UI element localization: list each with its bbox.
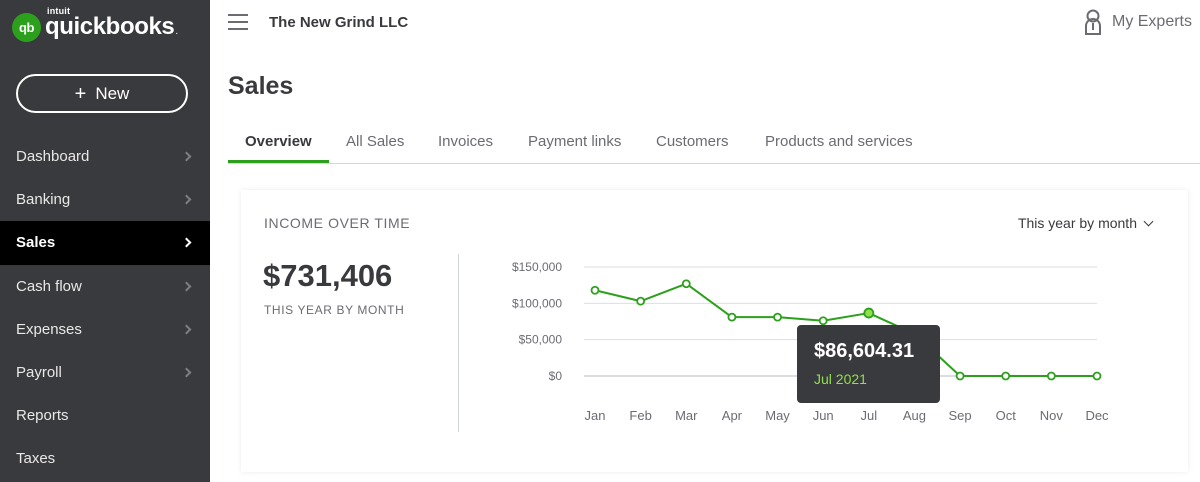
chevron-right-icon — [181, 324, 192, 335]
income-series-line — [594, 282, 1097, 377]
logo-wordmark: intuit quickbooks. — [45, 6, 179, 41]
card-divider — [458, 254, 459, 432]
sidebar-item-banking[interactable]: Banking — [0, 178, 210, 221]
y-tick-label: $150,000 — [512, 260, 562, 274]
chart-tooltip: $86,604.31 Jul 2021 — [797, 325, 940, 403]
x-tick-label: Dec — [1085, 408, 1109, 423]
income-total-caption: THIS YEAR BY MONTH — [264, 303, 405, 317]
sidebar-item-label: Expenses — [16, 320, 82, 338]
chevron-right-icon — [181, 194, 192, 205]
sidebar: qb intuit quickbooks. + New Dashboard Ban… — [0, 0, 210, 482]
sidebar-item-label: Reports — [16, 407, 69, 425]
logo-dot: . — [175, 26, 179, 37]
x-tick-label: Oct — [996, 408, 1017, 423]
data-point — [1046, 371, 1056, 381]
x-tick-label: Aug — [903, 408, 926, 423]
tab-invoices[interactable]: Invoices — [438, 133, 494, 150]
x-tick-label: May — [765, 408, 790, 423]
hamburger-menu-icon[interactable] — [228, 14, 248, 30]
active-tab-indicator — [228, 160, 329, 163]
sidebar-item-label: Cash flow — [16, 277, 82, 295]
range-dropdown-label: This year by month — [1017, 215, 1137, 231]
my-experts-label: My Experts — [1111, 13, 1192, 30]
data-point — [818, 316, 828, 326]
new-button-label: New — [95, 83, 130, 103]
sidebar-item-taxes[interactable]: Taxes — [0, 437, 210, 480]
chevron-right-icon — [181, 151, 192, 162]
my-experts-button[interactable]: My Experts — [1084, 9, 1192, 35]
sidebar-item-label: Dashboard — [16, 148, 90, 166]
sidebar-item-expenses[interactable]: Expenses — [0, 308, 210, 351]
chevron-right-icon — [181, 281, 192, 292]
data-point — [636, 296, 646, 306]
tab-all-sales[interactable]: All Sales — [346, 133, 405, 150]
sidebar-item-payroll[interactable]: Payroll — [0, 351, 210, 394]
x-tick-label: Feb — [629, 408, 651, 423]
new-button[interactable]: + New — [16, 74, 188, 113]
income-total: $731,406 — [263, 258, 393, 293]
tab-products-and-services[interactable]: Products and services — [765, 133, 913, 150]
data-point — [955, 371, 965, 381]
quickbooks-logo[interactable]: qb intuit quickbooks. — [12, 6, 179, 44]
highlighted-data-point — [863, 307, 875, 319]
x-tick-label: Jan — [585, 408, 606, 423]
chevron-right-icon — [181, 238, 192, 248]
data-point — [1092, 371, 1102, 381]
data-point — [727, 312, 737, 322]
plus-icon: + — [74, 82, 87, 105]
card-title: INCOME OVER TIME — [264, 215, 411, 231]
x-tick-label: Jun — [813, 408, 834, 423]
data-point — [1001, 371, 1011, 381]
data-point — [590, 285, 600, 295]
qb-logo-icon: qb — [12, 12, 41, 42]
sidebar-item-label: Sales — [16, 234, 56, 252]
x-tick-label: Apr — [722, 408, 743, 423]
y-tick-label: $0 — [549, 369, 563, 383]
income-line-chart: $150,000 $100,000 $50,000 $0 Jan Feb Mar Apr May… — [512, 260, 1109, 423]
sidebar-item-cash-flow[interactable]: Cash flow — [0, 265, 210, 308]
logo-intuit-text: intuit — [47, 6, 71, 16]
company-name: The New Grind LLC — [269, 14, 409, 31]
tooltip-date: Jul 2021 — [814, 371, 867, 387]
logo-quickbooks-text: quickbooks — [45, 13, 175, 40]
sidebar-item-label: Taxes — [16, 450, 56, 468]
range-dropdown[interactable]: This year by month — [1017, 215, 1154, 231]
sidebar-item-label: Payroll — [16, 364, 62, 382]
tab-payment-links[interactable]: Payment links — [528, 133, 622, 150]
y-tick-label: $100,000 — [512, 296, 562, 310]
sidebar-item-reports[interactable]: Reports — [0, 394, 210, 437]
tab-customers[interactable]: Customers — [656, 133, 729, 150]
x-tick-label: Nov — [1040, 408, 1064, 423]
chevron-right-icon — [181, 367, 192, 378]
income-over-time-card: INCOME OVER TIME This year by month $731… — [241, 190, 1188, 472]
sales-tabs: Overview All Sales Invoices Payment links Cu… — [228, 125, 1200, 164]
data-point — [681, 279, 691, 289]
x-tick-label: Sep — [949, 408, 972, 423]
y-tick-label: $50,000 — [519, 333, 563, 347]
sidebar-item-dashboard[interactable]: Dashboard — [0, 135, 210, 178]
page-title: Sales — [228, 72, 294, 100]
sidebar-item-sales[interactable]: Sales — [0, 221, 210, 265]
sidebar-item-label: Banking — [16, 191, 71, 209]
data-point — [773, 312, 782, 322]
x-tick-label: Mar — [675, 408, 698, 423]
sidebar-nav: Dashboard Banking Sales Cash flow Expenses Pa… — [0, 135, 210, 481]
expert-person-icon — [1084, 9, 1101, 35]
x-tick-label: Jul — [861, 408, 878, 423]
tab-overview[interactable]: Overview — [245, 133, 312, 150]
tooltip-value: $86,604.31 — [814, 340, 915, 362]
